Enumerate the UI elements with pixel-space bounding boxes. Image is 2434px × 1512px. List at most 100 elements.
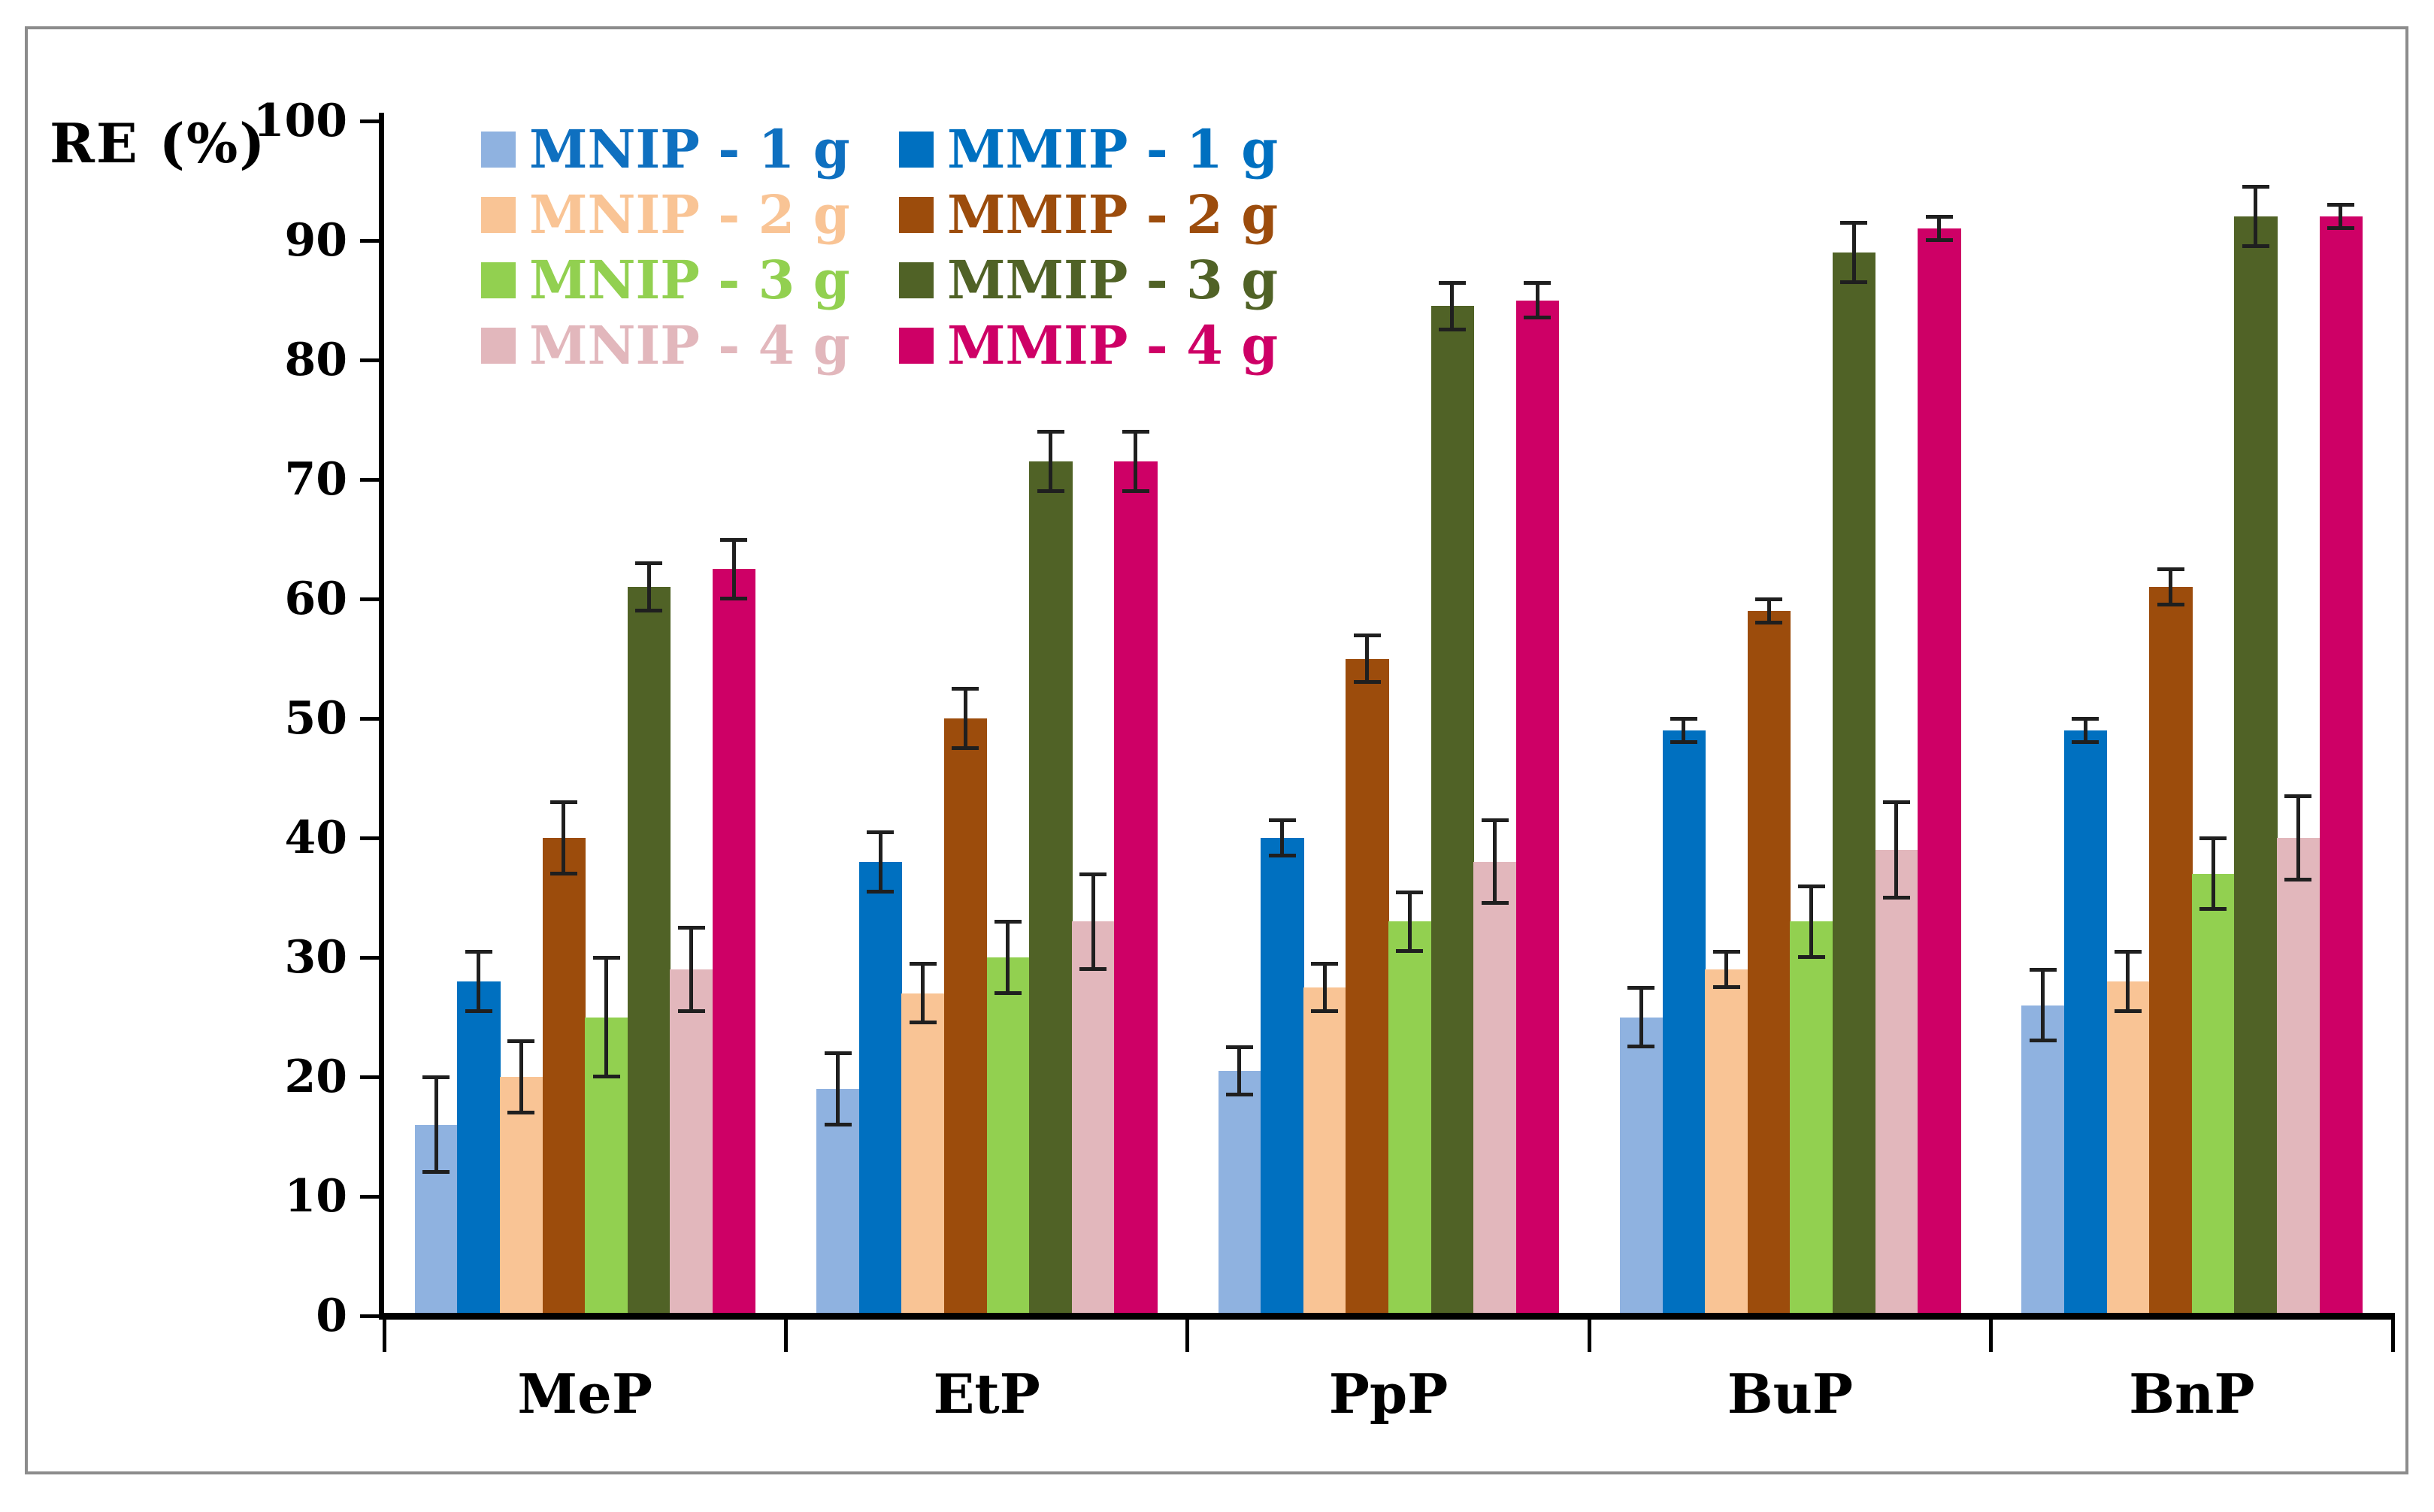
error-bar	[878, 832, 882, 892]
error-bar	[836, 1053, 840, 1125]
error-bar-cap	[1524, 316, 1552, 320]
error-bar-cap	[867, 889, 895, 894]
error-bar-cap	[1925, 238, 1953, 242]
error-bar	[689, 927, 694, 1012]
error-bar	[1493, 820, 1497, 904]
error-bar-cap	[1755, 597, 1783, 601]
error-bar-cap	[507, 1110, 535, 1114]
error-bar-cap	[867, 830, 895, 835]
x-axis-line	[379, 1313, 2395, 1320]
error-bar-cap	[1670, 739, 1697, 744]
error-bar-cap	[677, 926, 705, 930]
error-bar	[2126, 951, 2130, 1012]
bar	[2021, 1005, 2065, 1316]
y-axis-tick	[360, 358, 384, 362]
category-label: BnP	[2129, 1362, 2255, 1426]
error-bar-cap	[1396, 949, 1424, 954]
legend-swatch	[899, 262, 934, 298]
legend-swatch	[899, 132, 934, 168]
x-axis-tick	[1587, 1313, 1591, 1352]
bar	[2234, 216, 2278, 1316]
error-bar	[2296, 796, 2300, 880]
bar	[2149, 587, 2193, 1316]
error-bar-cap	[720, 537, 748, 542]
category-label: MeP	[517, 1362, 653, 1426]
error-bar	[477, 951, 481, 1012]
error-bar	[1724, 951, 1728, 987]
error-bar	[2254, 186, 2258, 246]
error-bar	[1450, 282, 1455, 331]
y-axis-tick	[360, 477, 384, 482]
bar	[1833, 252, 1876, 1316]
error-bar-cap	[677, 1009, 705, 1013]
error-bar-cap	[2242, 185, 2269, 189]
legend-item: MMIP - 4 g	[899, 316, 1278, 376]
error-bar-cap	[592, 956, 620, 960]
bar	[1029, 461, 1073, 1316]
error-bar-cap	[1755, 620, 1783, 624]
bar	[1114, 461, 1158, 1316]
error-bar	[921, 963, 925, 1024]
error-bar-cap	[1882, 800, 1910, 805]
y-axis-tick	[360, 238, 384, 243]
error-bar-cap	[1122, 430, 1149, 434]
bar	[1473, 861, 1517, 1316]
error-bar-cap	[465, 1009, 492, 1013]
error-bar-cap	[635, 608, 663, 612]
bar	[1388, 921, 1432, 1316]
error-bar-cap	[1797, 884, 1825, 888]
y-tick-label: 0	[316, 1290, 347, 1342]
error-bar-cap	[2072, 739, 2099, 744]
error-bar-cap	[1670, 717, 1697, 721]
error-bar-cap	[1225, 1045, 1253, 1050]
legend-swatch	[481, 197, 516, 233]
error-bar	[1134, 431, 1138, 491]
error-bar-cap	[2199, 836, 2227, 840]
bar	[542, 838, 586, 1316]
error-bar	[2339, 204, 2343, 229]
error-bar-cap	[1268, 853, 1296, 857]
y-axis-tick	[360, 597, 384, 601]
error-bar-cap	[465, 950, 492, 954]
y-tick-label: 40	[284, 812, 348, 864]
error-bar-cap	[1037, 430, 1064, 434]
bar	[1747, 610, 1791, 1316]
bar	[1705, 969, 1748, 1316]
legend-item: MNIP - 3 g	[481, 250, 850, 310]
x-axis-tick	[1185, 1313, 1190, 1352]
error-bar-cap	[2327, 226, 2354, 231]
error-bar-cap	[2284, 877, 2312, 881]
error-bar	[1280, 820, 1284, 856]
bar	[944, 718, 988, 1316]
legend-item: MNIP - 2 g	[481, 185, 850, 245]
y-tick-label: 80	[284, 334, 348, 386]
error-bar-cap	[422, 1075, 450, 1079]
bar	[1918, 228, 1961, 1316]
error-bar	[2083, 718, 2087, 742]
error-bar	[562, 802, 566, 874]
error-bar-cap	[2029, 1039, 2057, 1043]
bar	[1875, 849, 1918, 1316]
error-bar-cap	[1225, 1092, 1253, 1096]
bar	[1071, 921, 1116, 1316]
error-bar	[434, 1077, 438, 1173]
bar	[2106, 981, 2150, 1316]
y-tick-label: 60	[284, 573, 348, 625]
error-bar-cap	[2157, 567, 2184, 572]
bar	[1662, 730, 1706, 1316]
x-axis-tick	[1989, 1313, 1994, 1352]
legend-label: MMIP - 4 g	[947, 314, 1279, 376]
error-bar-cap	[1353, 680, 1381, 685]
legend-label: MNIP - 2 g	[529, 183, 850, 246]
error-bar	[1809, 885, 1814, 957]
error-bar-cap	[2072, 717, 2099, 721]
bar	[1790, 921, 1833, 1316]
error-bar-cap	[1037, 488, 1064, 493]
bar	[1218, 1071, 1261, 1316]
y-axis-tick	[360, 1194, 384, 1199]
error-bar-cap	[1481, 818, 1509, 823]
error-bar	[519, 1041, 523, 1113]
error-bar	[1535, 282, 1539, 319]
error-bar-cap	[1438, 328, 1466, 332]
error-bar	[1894, 802, 1899, 898]
